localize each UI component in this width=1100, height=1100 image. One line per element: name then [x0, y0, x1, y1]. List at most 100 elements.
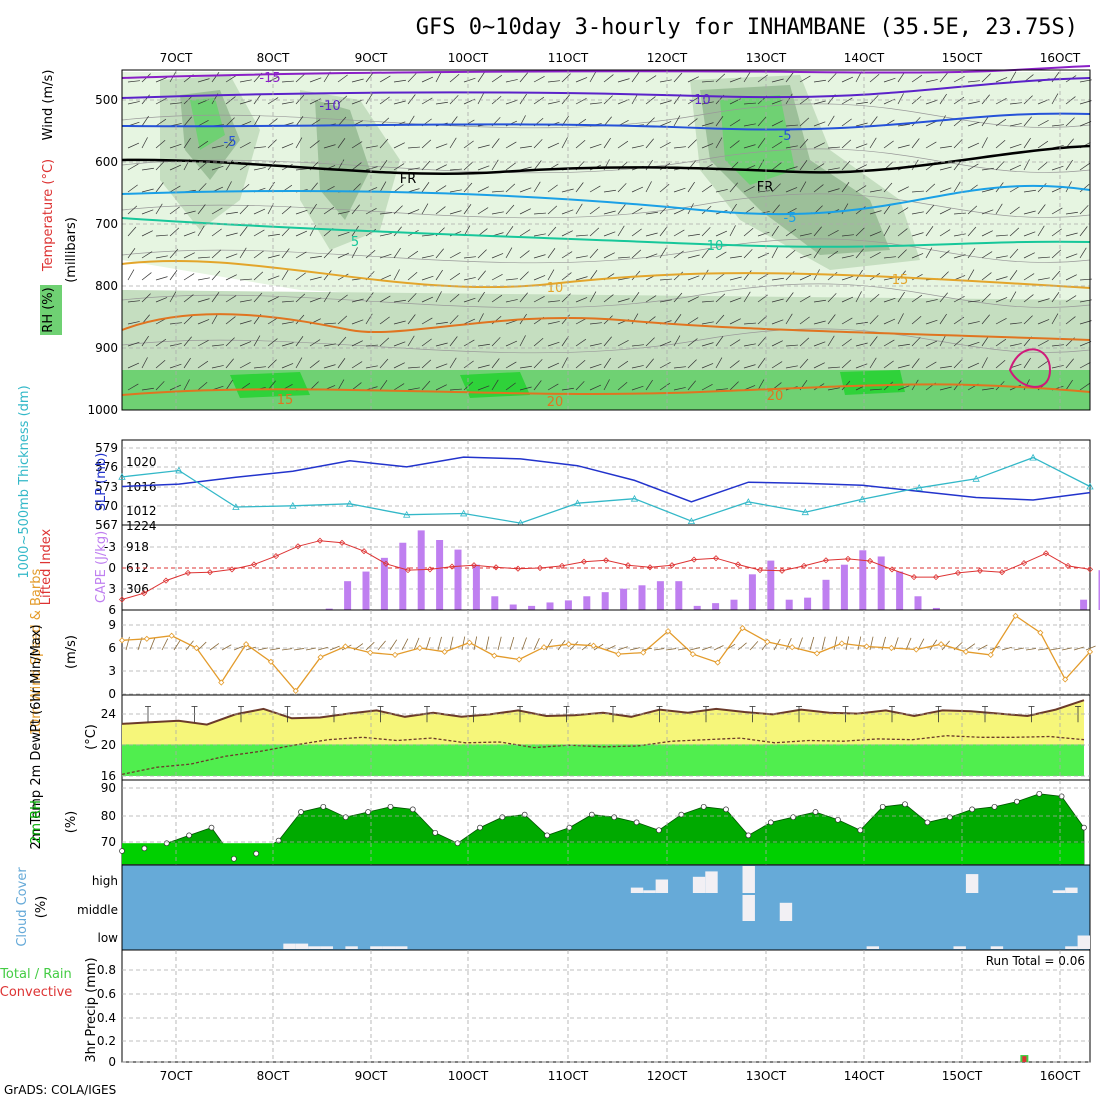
wind-barb: [561, 357, 568, 369]
wind-barb: [617, 298, 630, 303]
x-tick-top-label: 12OCT: [647, 51, 688, 65]
wind-barb: [995, 297, 1008, 303]
wind-barb: [967, 142, 980, 149]
temperature-contour-label: -5: [779, 129, 792, 144]
wind-barb: [729, 297, 742, 303]
thickness-marker: [289, 501, 297, 509]
wind10-barb: [1085, 645, 1096, 651]
cape-bar: [730, 599, 738, 610]
li-marker: [690, 556, 698, 563]
wind-barb: [743, 71, 751, 83]
sounding-frame: [121, 69, 1091, 411]
wind-barb: [169, 384, 182, 391]
wind-barb: [141, 230, 153, 237]
wind-barb: [281, 80, 294, 83]
wind-barb: [309, 297, 322, 303]
wind-barb: [463, 161, 474, 171]
temperature-contour: [121, 217, 1091, 248]
li-y-tick: 3: [108, 582, 116, 596]
wind-barb: [533, 337, 544, 347]
temperature-contour-label: FR: [757, 180, 774, 195]
li-marker: [712, 555, 720, 562]
cloud-bar: [866, 946, 880, 949]
wind-barb: [295, 116, 304, 127]
wind-barb: [631, 365, 644, 369]
wind-barb: [729, 255, 742, 259]
wind-barb: [953, 139, 963, 149]
wind-barb: [701, 101, 714, 105]
wind-barb: [827, 73, 837, 83]
wind-barb: [841, 97, 853, 105]
rh-marker: [365, 809, 371, 815]
wind-barb: [351, 298, 364, 303]
wind-barb: [995, 97, 1007, 105]
li-marker: [294, 543, 302, 550]
wind10-marker: [168, 632, 175, 639]
cape-bar: [399, 542, 407, 610]
wind-barb: [519, 365, 532, 369]
wind-barb: [645, 138, 654, 149]
wind-barb: [267, 233, 280, 237]
wind-barb: [841, 338, 852, 347]
wind-barb: [407, 387, 420, 391]
wind-barb: [197, 161, 208, 171]
wind-barb: [967, 362, 980, 369]
wind-barb: [785, 365, 798, 369]
wind-barb: [407, 293, 417, 303]
wind-barb: [547, 226, 557, 237]
wind-barb: [1023, 231, 1036, 237]
wind-barb: [141, 357, 148, 369]
temperature-contour: [121, 313, 1091, 341]
wind-barb: [995, 338, 1007, 347]
wind-barb: [477, 291, 485, 303]
wind-barb: [883, 318, 896, 325]
wind-barb: [967, 101, 980, 105]
wind-barb: [813, 362, 825, 369]
wind-barb: [309, 339, 321, 347]
wind-barb: [393, 383, 405, 391]
li-marker: [976, 567, 984, 574]
x-tick-bottom-label: 16OCT: [1040, 1069, 1081, 1083]
wind-barb: [995, 118, 1007, 127]
wind-barb: [1009, 227, 1020, 237]
wind-barb: [687, 338, 698, 347]
wind-barb: [589, 248, 599, 259]
wind-barb: [827, 335, 835, 347]
wind-barb: [995, 139, 1006, 149]
wind-barb: [575, 255, 588, 259]
wind10-barb: [617, 646, 628, 651]
wind-barb: [323, 322, 336, 325]
wind10-barb: [809, 636, 815, 651]
wind-barb: [701, 383, 713, 391]
wind-barb: [855, 101, 868, 105]
wind10-barb: [497, 636, 502, 651]
wind-barb: [365, 344, 378, 347]
wind-barb: [169, 185, 181, 193]
wind-barb: [953, 233, 966, 237]
wind-barb: [617, 78, 630, 83]
wind-barb: [953, 181, 961, 193]
wind-barb: [295, 230, 308, 237]
li-marker: [272, 553, 280, 560]
wind-barb: [771, 120, 783, 127]
wind-barb: [435, 143, 448, 149]
wind-barb: [673, 146, 686, 149]
cape-bar: [362, 571, 370, 610]
thickness-marker: [915, 483, 923, 491]
wind-barb: [729, 140, 740, 149]
wind-barb: [925, 204, 935, 215]
sounding-panel: -15 -10 -10 -5 -5 FR FR -5 5 10 10 15 15 20 20 500 600 70…: [87, 65, 1092, 417]
wind10-barb: [569, 641, 579, 651]
wind-barb: [603, 74, 614, 83]
li-marker: [910, 574, 918, 581]
wind-barb: [547, 184, 558, 193]
wind-barb: [127, 142, 140, 149]
wind-barb: [379, 96, 390, 105]
rh-marker: [387, 803, 394, 810]
wind-barb: [883, 140, 894, 149]
wind-barb: [365, 292, 374, 303]
rh-marker: [633, 819, 640, 826]
wind-barb: [785, 292, 794, 303]
cloud-bar: [705, 871, 718, 893]
